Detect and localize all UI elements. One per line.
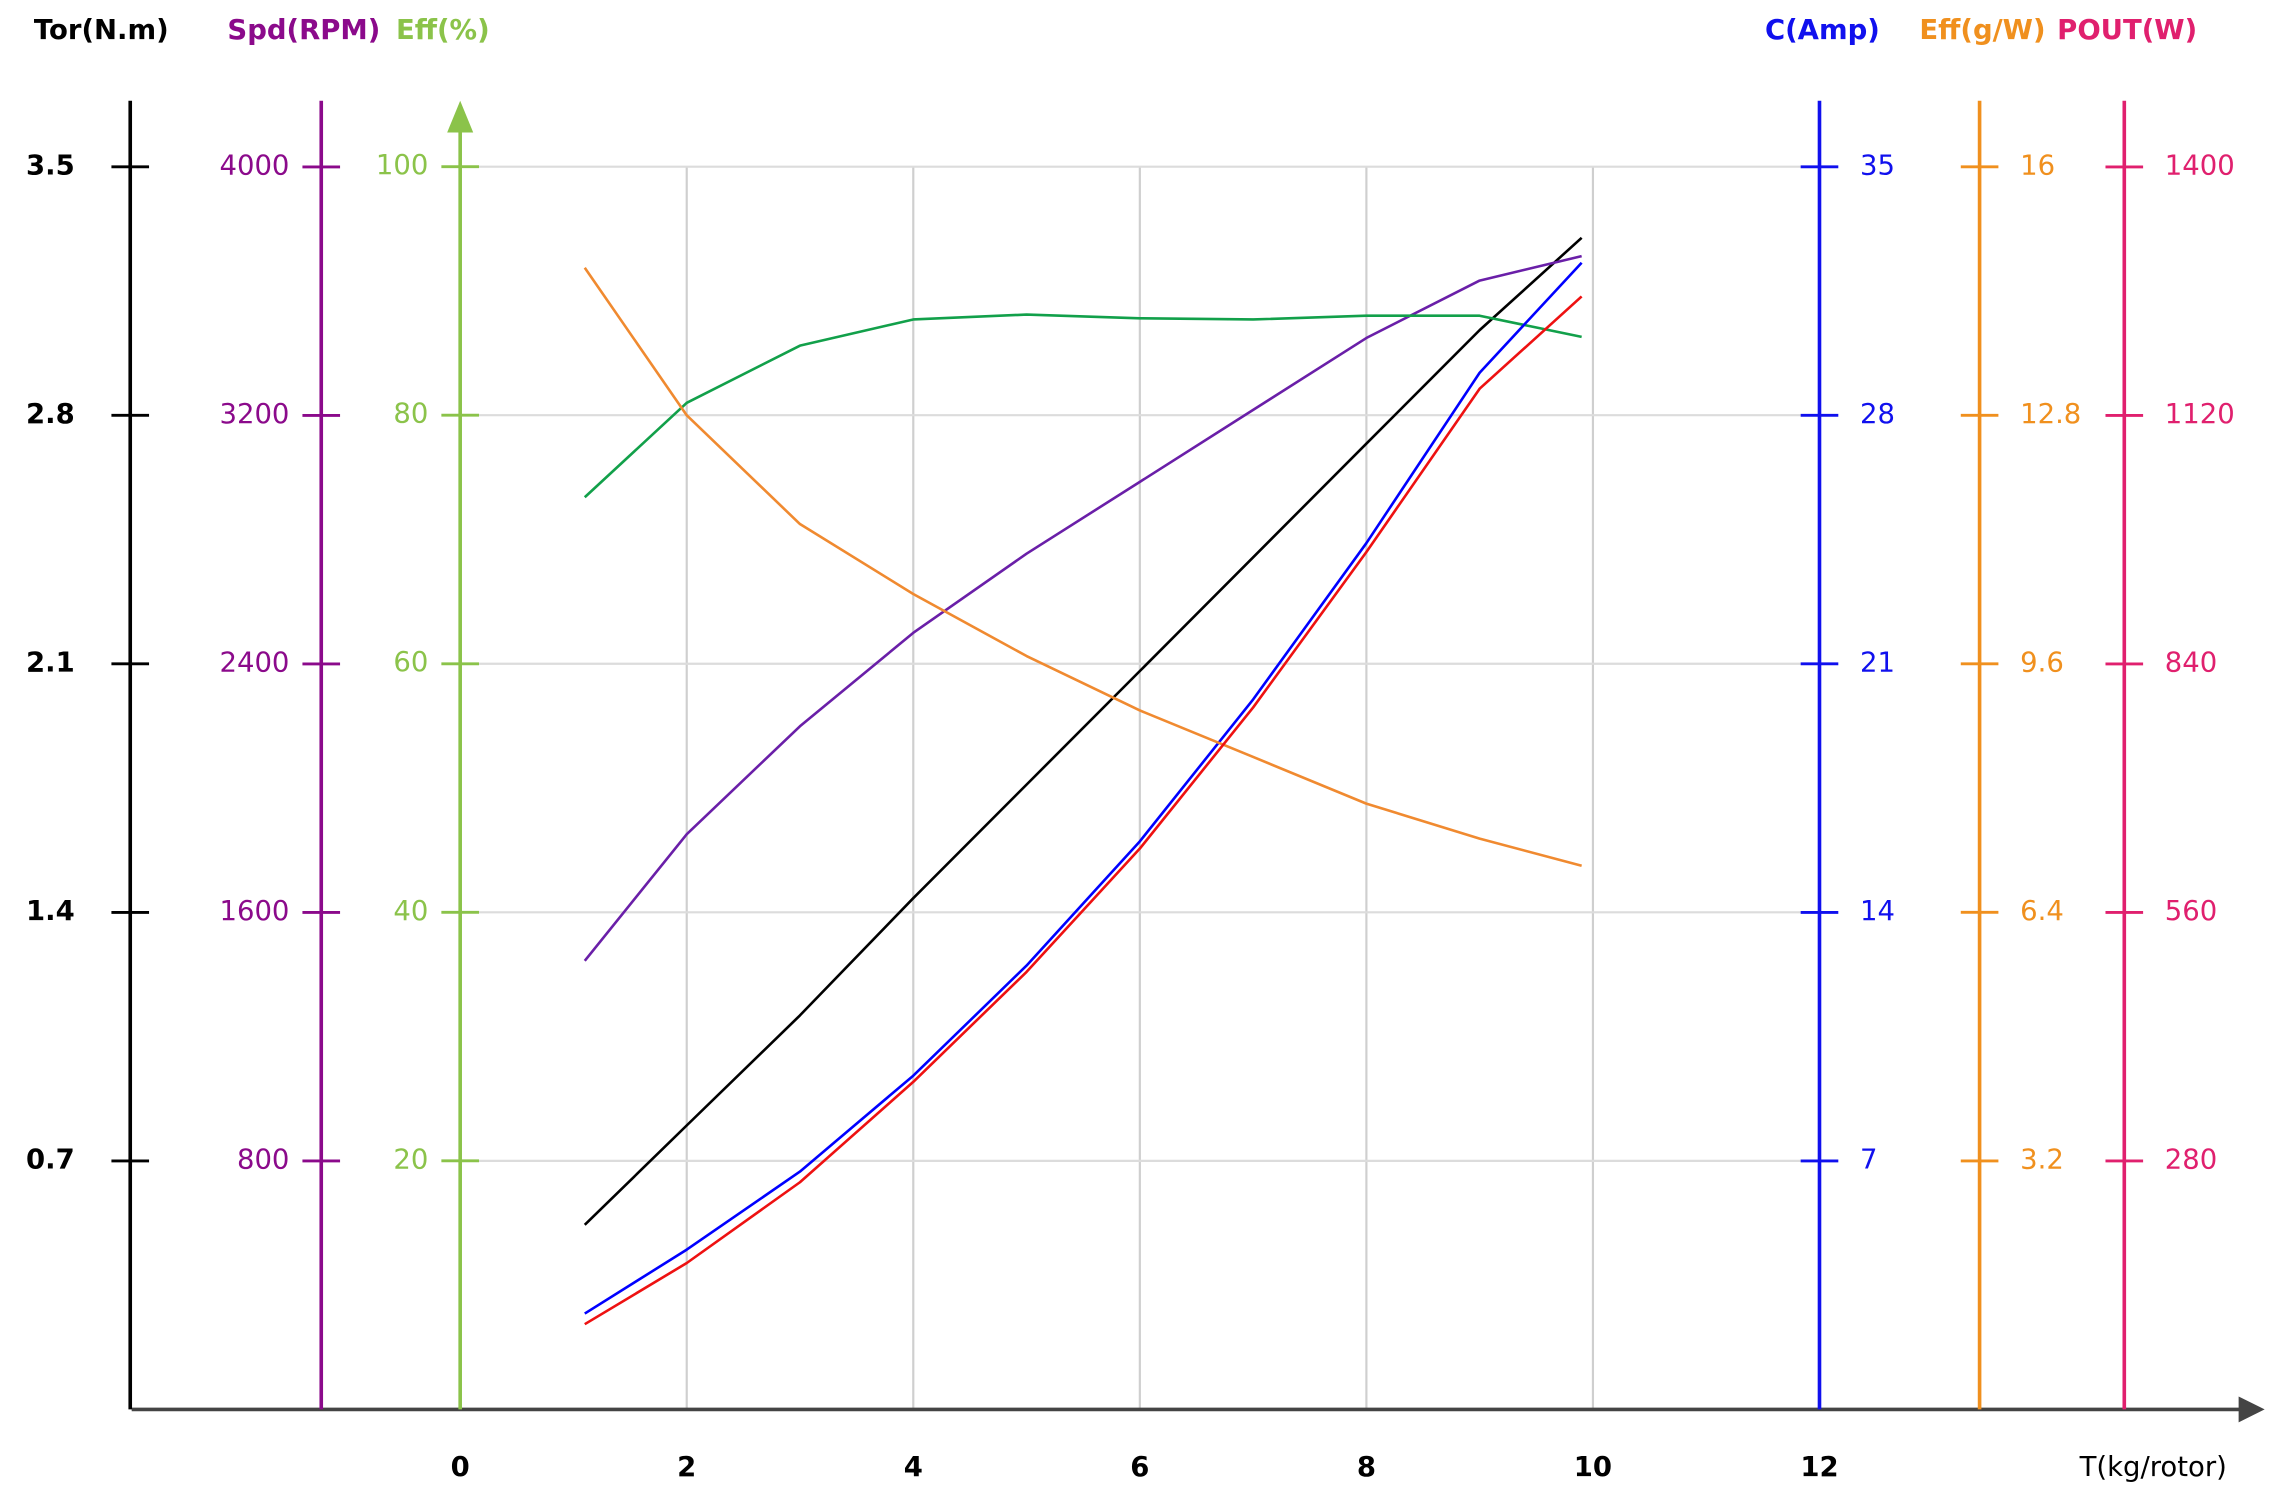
series-line bbox=[584, 295, 1583, 1326]
x-tick-label: 10 bbox=[1574, 1452, 1612, 1483]
y-tick-label: 21 bbox=[1860, 647, 1895, 678]
y-tick-label: 3.5 bbox=[26, 150, 75, 181]
x-axis-label: T(kg/rotor) bbox=[2079, 1452, 2227, 1483]
y-axis-title: POUT(W) bbox=[2057, 15, 2197, 46]
y-tick-label: 12.8 bbox=[2020, 399, 2081, 430]
y-axis-title: Spd(RPM) bbox=[227, 15, 380, 46]
y-tick-label: 16 bbox=[2020, 150, 2055, 181]
series-line bbox=[583, 236, 1583, 1226]
y-tick-label: 14 bbox=[1860, 896, 1895, 927]
y-tick-label: 2.8 bbox=[26, 399, 75, 430]
x-tick-label: 0 bbox=[451, 1452, 470, 1483]
y-axis-arrow bbox=[447, 100, 474, 133]
series-line bbox=[583, 267, 1582, 868]
y-tick-label: 100 bbox=[376, 150, 428, 181]
y-tick-label: 1120 bbox=[2165, 399, 2235, 430]
y-tick-label: 60 bbox=[393, 647, 428, 678]
series-line bbox=[583, 254, 1582, 962]
y-tick-label: 800 bbox=[237, 1144, 289, 1175]
y-tick-label: 280 bbox=[2165, 1144, 2217, 1175]
x-tick-label: 4 bbox=[904, 1452, 923, 1483]
x-tick-label: 12 bbox=[1800, 1452, 1838, 1483]
y-tick-label: 1400 bbox=[2165, 150, 2235, 181]
y-tick-label: 1600 bbox=[219, 896, 289, 927]
y-tick-label: 560 bbox=[2165, 896, 2217, 927]
x-tick-label: 6 bbox=[1130, 1452, 1149, 1483]
y-tick-label: 1.4 bbox=[26, 896, 75, 927]
y-tick-label: 2400 bbox=[219, 647, 289, 678]
y-axis-title: Eff(g/W) bbox=[1919, 15, 2045, 46]
y-tick-label: 20 bbox=[393, 1144, 428, 1175]
y-tick-label: 6.4 bbox=[2020, 896, 2064, 927]
y-tick-label: 80 bbox=[393, 399, 428, 430]
y-axis-title: C(Amp) bbox=[1765, 15, 1880, 46]
y-tick-label: 2.1 bbox=[26, 647, 75, 678]
series-line bbox=[583, 313, 1582, 499]
y-tick-label: 9.6 bbox=[2020, 647, 2064, 678]
y-tick-label: 35 bbox=[1860, 150, 1895, 181]
y-tick-label: 3200 bbox=[219, 399, 289, 430]
x-tick-label: 2 bbox=[677, 1452, 696, 1483]
curves bbox=[583, 236, 1583, 1326]
x-tick-label: 8 bbox=[1357, 1452, 1376, 1483]
y-tick-label: 40 bbox=[393, 896, 428, 927]
y-axis-title: Eff(%) bbox=[396, 15, 490, 46]
y-tick-label: 0.7 bbox=[26, 1144, 75, 1175]
y-tick-label: 840 bbox=[2165, 647, 2217, 678]
y-tick-label: 4000 bbox=[219, 150, 289, 181]
y-axis-title: Tor(N.m) bbox=[34, 15, 169, 46]
y-tick-label: 28 bbox=[1860, 399, 1895, 430]
axes: 0 2 4 6 8 10 12 T(kg/rotor) Tor(N.m) 0.7 1.4 2.1 2.8… bbox=[26, 15, 2265, 1483]
y-tick-label: 7 bbox=[1860, 1144, 1877, 1175]
x-axis-arrow bbox=[2238, 1396, 2265, 1423]
grid bbox=[459, 165, 1821, 1410]
series-line bbox=[584, 261, 1583, 1315]
y-tick-label: 3.2 bbox=[2020, 1144, 2064, 1175]
